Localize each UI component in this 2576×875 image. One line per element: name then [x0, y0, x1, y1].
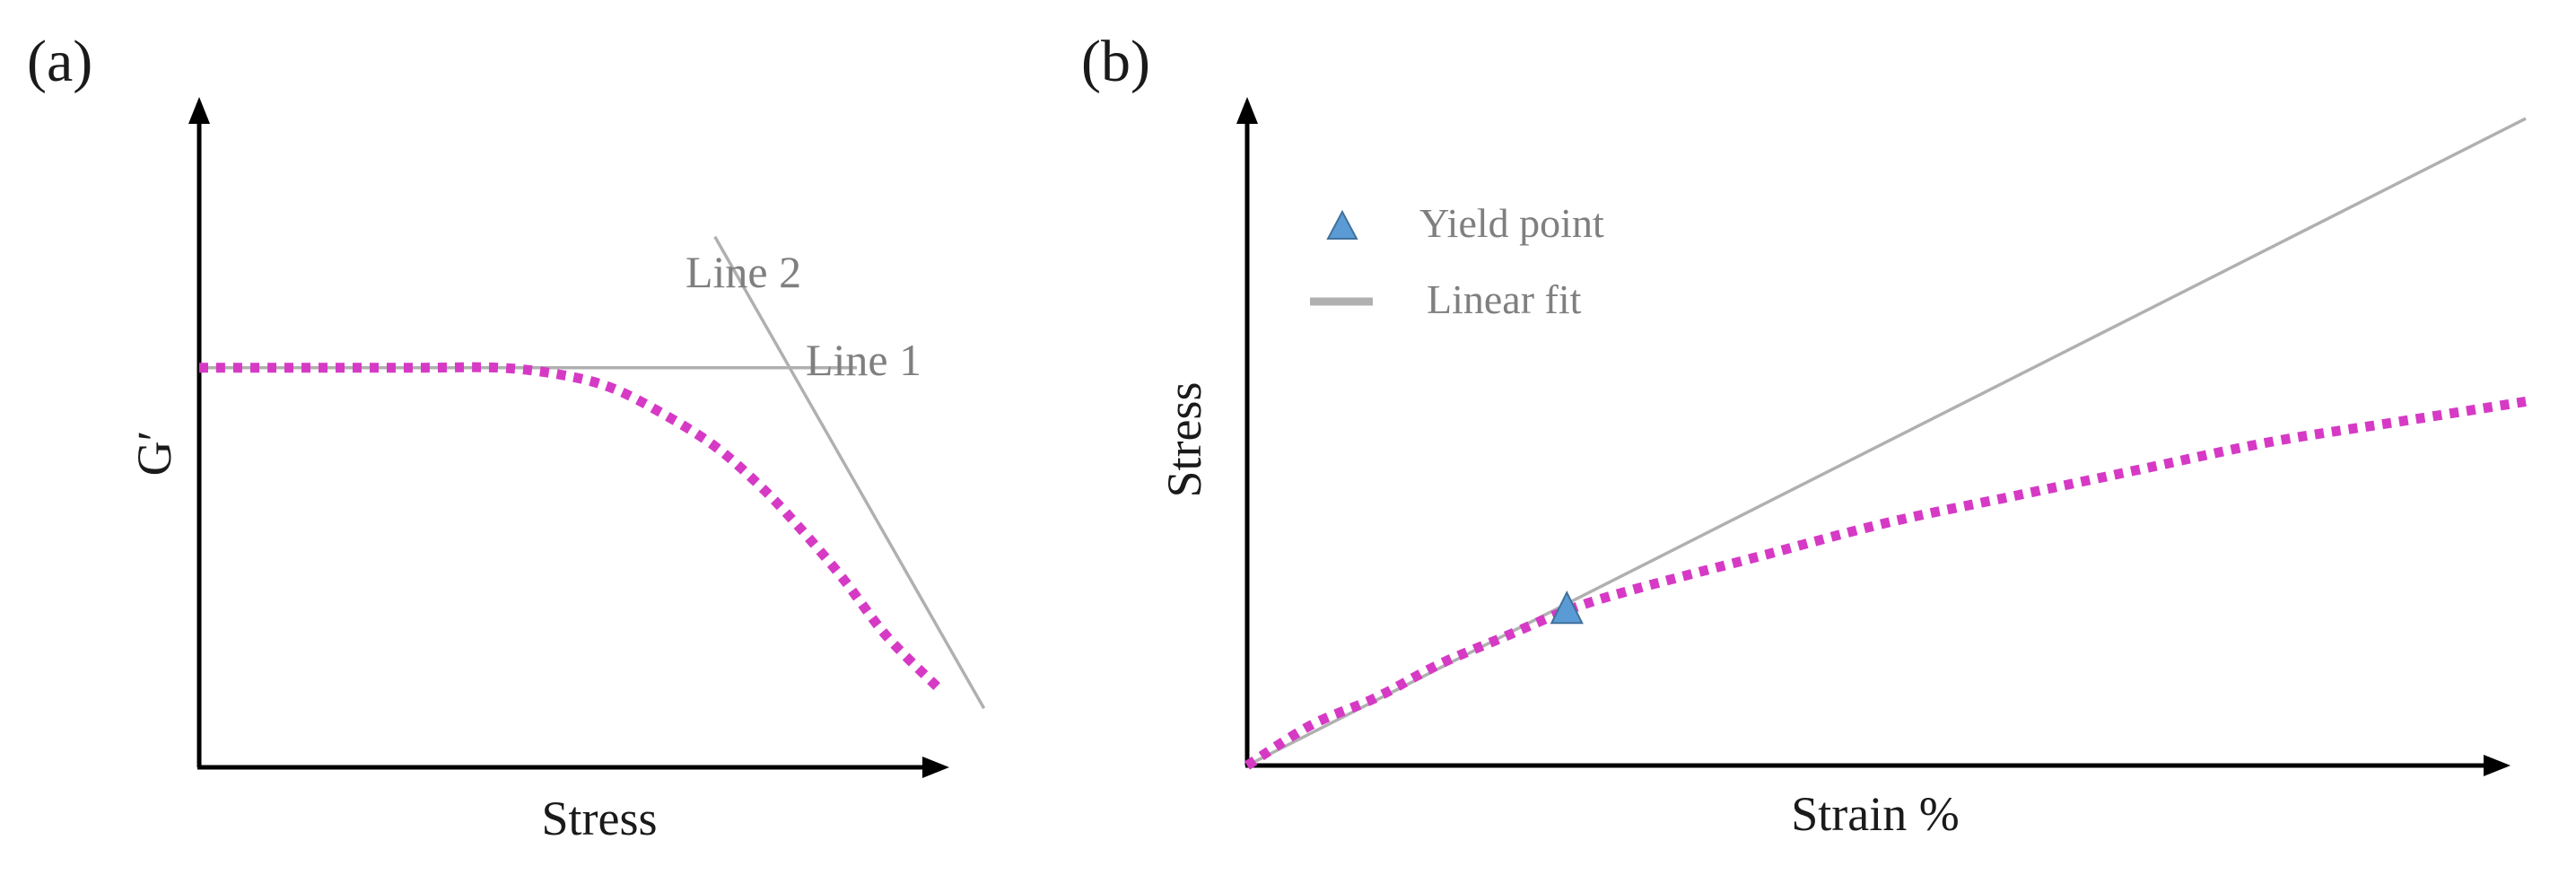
- panel-b-label: (b): [1081, 29, 1150, 94]
- panel-a-line2-label: Line 2: [685, 247, 801, 297]
- panel-a-series-line-2: [713, 235, 986, 710]
- panel-a-label: (a): [27, 29, 92, 94]
- panel-a-x-axis-label: Stress: [541, 792, 657, 845]
- panel-a-y-axis-label: G′: [127, 431, 181, 477]
- panel-a-x-axis-arrowhead: [922, 757, 949, 778]
- panel-a: (a) Line 1 Line 2 Stress G′: [27, 29, 986, 845]
- panel-b-x-axis-label: Strain %: [1791, 787, 1959, 841]
- panel-b-legend: Yield point Linear fit: [1310, 200, 1604, 322]
- legend-yield-point-marker: [1326, 209, 1358, 240]
- panel-b-y-axis-arrowhead: [1236, 97, 1258, 124]
- panel-a-series-measured-curve: [199, 362, 943, 693]
- panel-a-line1-label: Line 1: [806, 335, 921, 385]
- panel-a-y-axis-arrowhead: [188, 97, 210, 124]
- panel-b-plot-area: [1244, 117, 2527, 770]
- panel-b-yield-point-marker: [1550, 591, 1584, 625]
- panel-b: (b) Yield point Linear fit Strain % Stre…: [1081, 29, 2527, 841]
- panel-b-series-measured-curve: [1244, 397, 2527, 770]
- legend-linear-fit-label: Linear fit: [1427, 276, 1582, 322]
- panel-b-x-axis-arrowhead: [2484, 755, 2511, 776]
- panel-b-y-axis-label: Stress: [1157, 381, 1211, 497]
- legend-yield-point-label: Yield point: [1419, 200, 1604, 246]
- panel-a-plot-area: [199, 235, 986, 710]
